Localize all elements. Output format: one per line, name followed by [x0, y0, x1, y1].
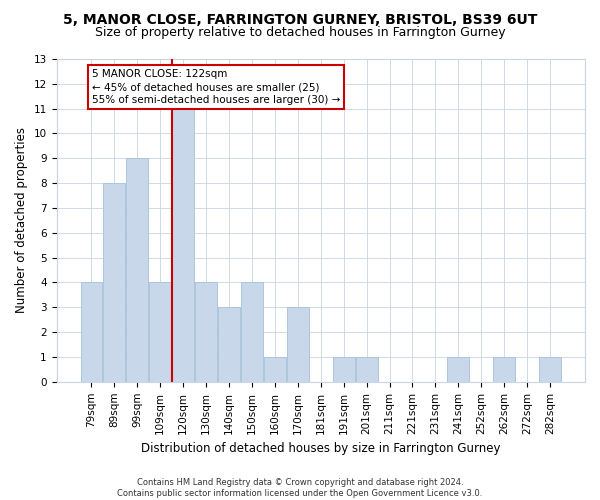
Bar	[127, 158, 148, 382]
Bar	[287, 308, 309, 382]
Bar	[356, 357, 377, 382]
Text: 5 MANOR CLOSE: 122sqm
← 45% of detached houses are smaller (25)
55% of semi-deta: 5 MANOR CLOSE: 122sqm ← 45% of detached …	[92, 69, 340, 106]
Text: 5, MANOR CLOSE, FARRINGTON GURNEY, BRISTOL, BS39 6UT: 5, MANOR CLOSE, FARRINGTON GURNEY, BRIST…	[63, 12, 537, 26]
Bar	[333, 357, 355, 382]
Bar	[264, 357, 286, 382]
Bar	[493, 357, 515, 382]
Bar	[103, 183, 125, 382]
Text: Size of property relative to detached houses in Farrington Gurney: Size of property relative to detached ho…	[95, 26, 505, 39]
Bar	[448, 357, 469, 382]
Bar	[195, 282, 217, 382]
Text: Contains HM Land Registry data © Crown copyright and database right 2024.
Contai: Contains HM Land Registry data © Crown c…	[118, 478, 482, 498]
Bar	[539, 357, 561, 382]
Bar	[80, 282, 103, 382]
Y-axis label: Number of detached properties: Number of detached properties	[15, 128, 28, 314]
Bar	[241, 282, 263, 382]
Bar	[172, 108, 194, 382]
X-axis label: Distribution of detached houses by size in Farrington Gurney: Distribution of detached houses by size …	[141, 442, 500, 455]
Bar	[149, 282, 171, 382]
Bar	[218, 308, 240, 382]
